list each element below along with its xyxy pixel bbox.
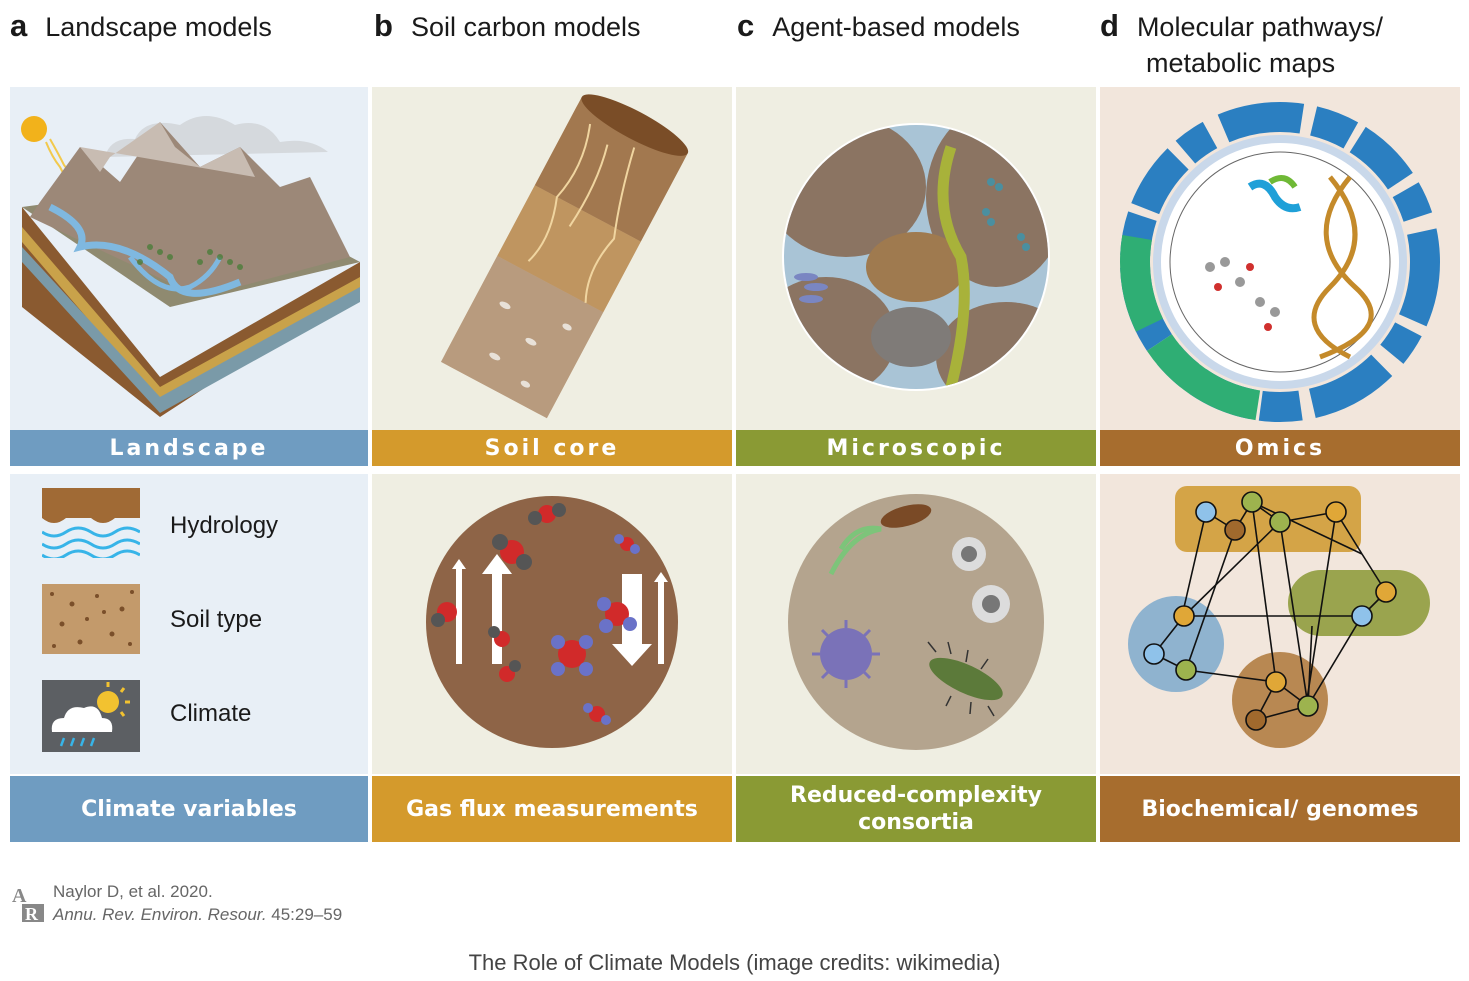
panel-a-letter: a: [10, 8, 28, 43]
panel-b-letter: b: [374, 8, 393, 43]
footer-biochemical-genomes: Biochemical/ genomes: [1100, 776, 1460, 842]
panel-b-heading: b Soil carbon models: [374, 8, 641, 45]
footer-reduced-complexity-label: Reduced-complexity consortia: [790, 783, 1042, 835]
legend-hydrology-label: Hydrology: [170, 512, 279, 539]
network-illustration: [1100, 474, 1460, 774]
band-soil-core: Soil core: [372, 430, 732, 466]
footer-gas-flux: Gas flux measurements: [372, 776, 732, 842]
svg-text:A: A: [12, 885, 27, 907]
gas-molecule-co2: [528, 503, 566, 525]
panel-c-letter: c: [737, 8, 755, 43]
climate-icon: [42, 680, 140, 752]
citation-authors: Naylor D, et al. 2020.: [53, 882, 213, 901]
hydrology-icon: [42, 488, 140, 558]
footer-biochemical-genomes-label: Biochemical/ genomes: [1141, 796, 1419, 822]
panel-b-title: Soil carbon models: [410, 12, 641, 42]
panel-d-letter: d: [1100, 8, 1119, 43]
annual-reviews-logo: A R: [10, 884, 46, 922]
panel-d-title-line1: Molecular pathways/: [1136, 12, 1384, 42]
climate-legend: Hydrology Soil type Climate: [10, 474, 368, 774]
citation-journal: Annu. Rev. Environ. Resour.: [53, 905, 267, 924]
svg-text:R: R: [25, 904, 39, 922]
panel-a-title: Landscape models: [45, 12, 272, 42]
footer-climate-variables-label: Climate variables: [81, 796, 297, 822]
panel-a-heading: a Landscape models: [10, 8, 272, 45]
gas-flux-illustration: [372, 474, 732, 774]
soil-type-icon: [42, 584, 140, 654]
legend-climate-label: Climate: [170, 700, 252, 727]
panel-c-title: Agent-based models: [772, 12, 1020, 42]
panel-d-title-line2: metabolic maps: [1146, 48, 1336, 78]
band-landscape: Landscape: [10, 430, 368, 466]
panel-d-heading: d Molecular pathways/ metabolic maps: [1100, 8, 1383, 81]
citation-journal-line: Annu. Rev. Environ. Resour. 45:29–59: [53, 905, 342, 925]
omics-illustration: [1100, 87, 1460, 430]
footer-climate-variables: Climate variables: [10, 776, 368, 842]
landscape-illustration: [10, 87, 368, 430]
band-omics: Omics: [1100, 430, 1460, 466]
footer-reduced-complexity: Reduced-complexity consortia: [736, 776, 1096, 842]
panel-c-heading: c Agent-based models: [737, 8, 1020, 45]
bacterium-shape: [927, 641, 1003, 717]
consortia-illustration: [736, 474, 1096, 774]
legend-soil-type-label: Soil type: [170, 606, 263, 633]
band-microscopic: Microscopic: [736, 430, 1096, 466]
virus-shape: [812, 620, 880, 688]
image-caption: The Role of Climate Models (image credit…: [468, 950, 1001, 975]
citation-pages: 45:29–59: [266, 905, 343, 924]
soil-core-illustration: [372, 87, 732, 430]
footer-gas-flux-label: Gas flux measurements: [406, 796, 698, 822]
microscopic-illustration: [736, 87, 1096, 430]
